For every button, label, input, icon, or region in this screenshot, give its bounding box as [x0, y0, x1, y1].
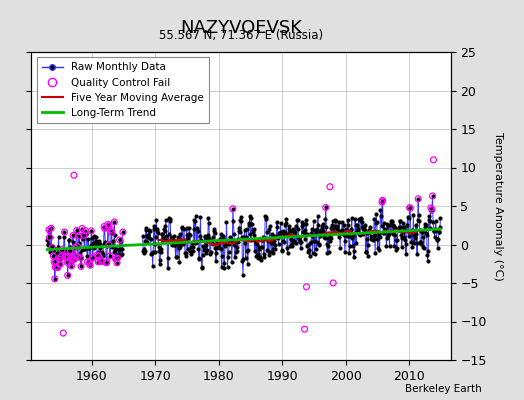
- Point: [49, 253, 58, 259]
- Point: [97, 257, 105, 263]
- Point: [102, 260, 111, 266]
- Point: [406, 204, 414, 211]
- Point: [45, 234, 53, 240]
- Point: [302, 284, 311, 290]
- Point: [81, 228, 90, 234]
- Text: 55.567 N, 71.367 E (Russia): 55.567 N, 71.367 E (Russia): [159, 28, 323, 42]
- Point: [378, 199, 386, 205]
- Point: [50, 259, 59, 266]
- Point: [88, 254, 96, 261]
- Point: [56, 261, 64, 268]
- Point: [300, 326, 309, 332]
- Point: [322, 204, 330, 211]
- Point: [428, 193, 436, 199]
- Point: [58, 246, 67, 253]
- Point: [89, 254, 97, 261]
- Point: [63, 272, 72, 278]
- Point: [68, 254, 76, 260]
- Point: [67, 263, 75, 269]
- Point: [66, 248, 74, 254]
- Point: [104, 221, 112, 228]
- Point: [77, 255, 85, 261]
- Point: [53, 264, 62, 271]
- Point: [94, 259, 102, 265]
- Point: [57, 253, 66, 260]
- Point: [97, 258, 106, 265]
- Point: [86, 262, 94, 268]
- Point: [73, 227, 81, 234]
- Point: [326, 184, 334, 190]
- Point: [85, 260, 94, 266]
- Point: [378, 197, 387, 204]
- Point: [73, 243, 82, 250]
- Point: [428, 206, 436, 213]
- Point: [59, 330, 68, 336]
- Point: [100, 223, 108, 230]
- Point: [70, 172, 78, 178]
- Point: [74, 254, 82, 260]
- Point: [95, 253, 103, 259]
- Point: [93, 252, 101, 258]
- Text: Berkeley Earth: Berkeley Earth: [406, 384, 482, 394]
- Point: [67, 259, 75, 266]
- Point: [60, 229, 69, 235]
- Point: [47, 225, 55, 232]
- Point: [69, 256, 78, 262]
- Point: [107, 229, 116, 236]
- Point: [115, 237, 124, 243]
- Point: [414, 196, 422, 202]
- Point: [61, 254, 69, 260]
- Point: [64, 254, 72, 260]
- Point: [113, 255, 122, 261]
- Legend: Raw Monthly Data, Quality Control Fail, Five Year Moving Average, Long-Term Tren: Raw Monthly Data, Quality Control Fail, …: [37, 57, 209, 123]
- Point: [70, 244, 79, 251]
- Point: [45, 227, 53, 233]
- Point: [329, 280, 337, 286]
- Point: [48, 244, 57, 251]
- Point: [69, 232, 77, 238]
- Point: [52, 258, 60, 264]
- Point: [103, 259, 111, 266]
- Point: [77, 263, 85, 270]
- Point: [78, 225, 86, 232]
- Point: [51, 276, 59, 282]
- Point: [406, 205, 414, 212]
- Title: NAZYVOEVSK: NAZYVOEVSK: [180, 18, 302, 36]
- Point: [101, 225, 109, 232]
- Point: [71, 253, 79, 259]
- Point: [63, 259, 71, 266]
- Point: [228, 206, 237, 212]
- Point: [80, 232, 88, 238]
- Point: [110, 219, 118, 225]
- Point: [107, 226, 115, 233]
- Point: [427, 205, 435, 211]
- Point: [105, 242, 113, 248]
- Y-axis label: Temperature Anomaly (°C): Temperature Anomaly (°C): [494, 132, 504, 280]
- Point: [83, 259, 92, 265]
- Point: [87, 228, 95, 234]
- Point: [62, 253, 71, 259]
- Point: [56, 256, 64, 262]
- Point: [104, 223, 113, 230]
- Point: [51, 264, 60, 270]
- Point: [106, 253, 114, 259]
- Point: [429, 156, 438, 163]
- Point: [119, 229, 127, 235]
- Point: [75, 233, 83, 239]
- Point: [70, 256, 78, 263]
- Point: [113, 260, 121, 266]
- Point: [111, 256, 119, 262]
